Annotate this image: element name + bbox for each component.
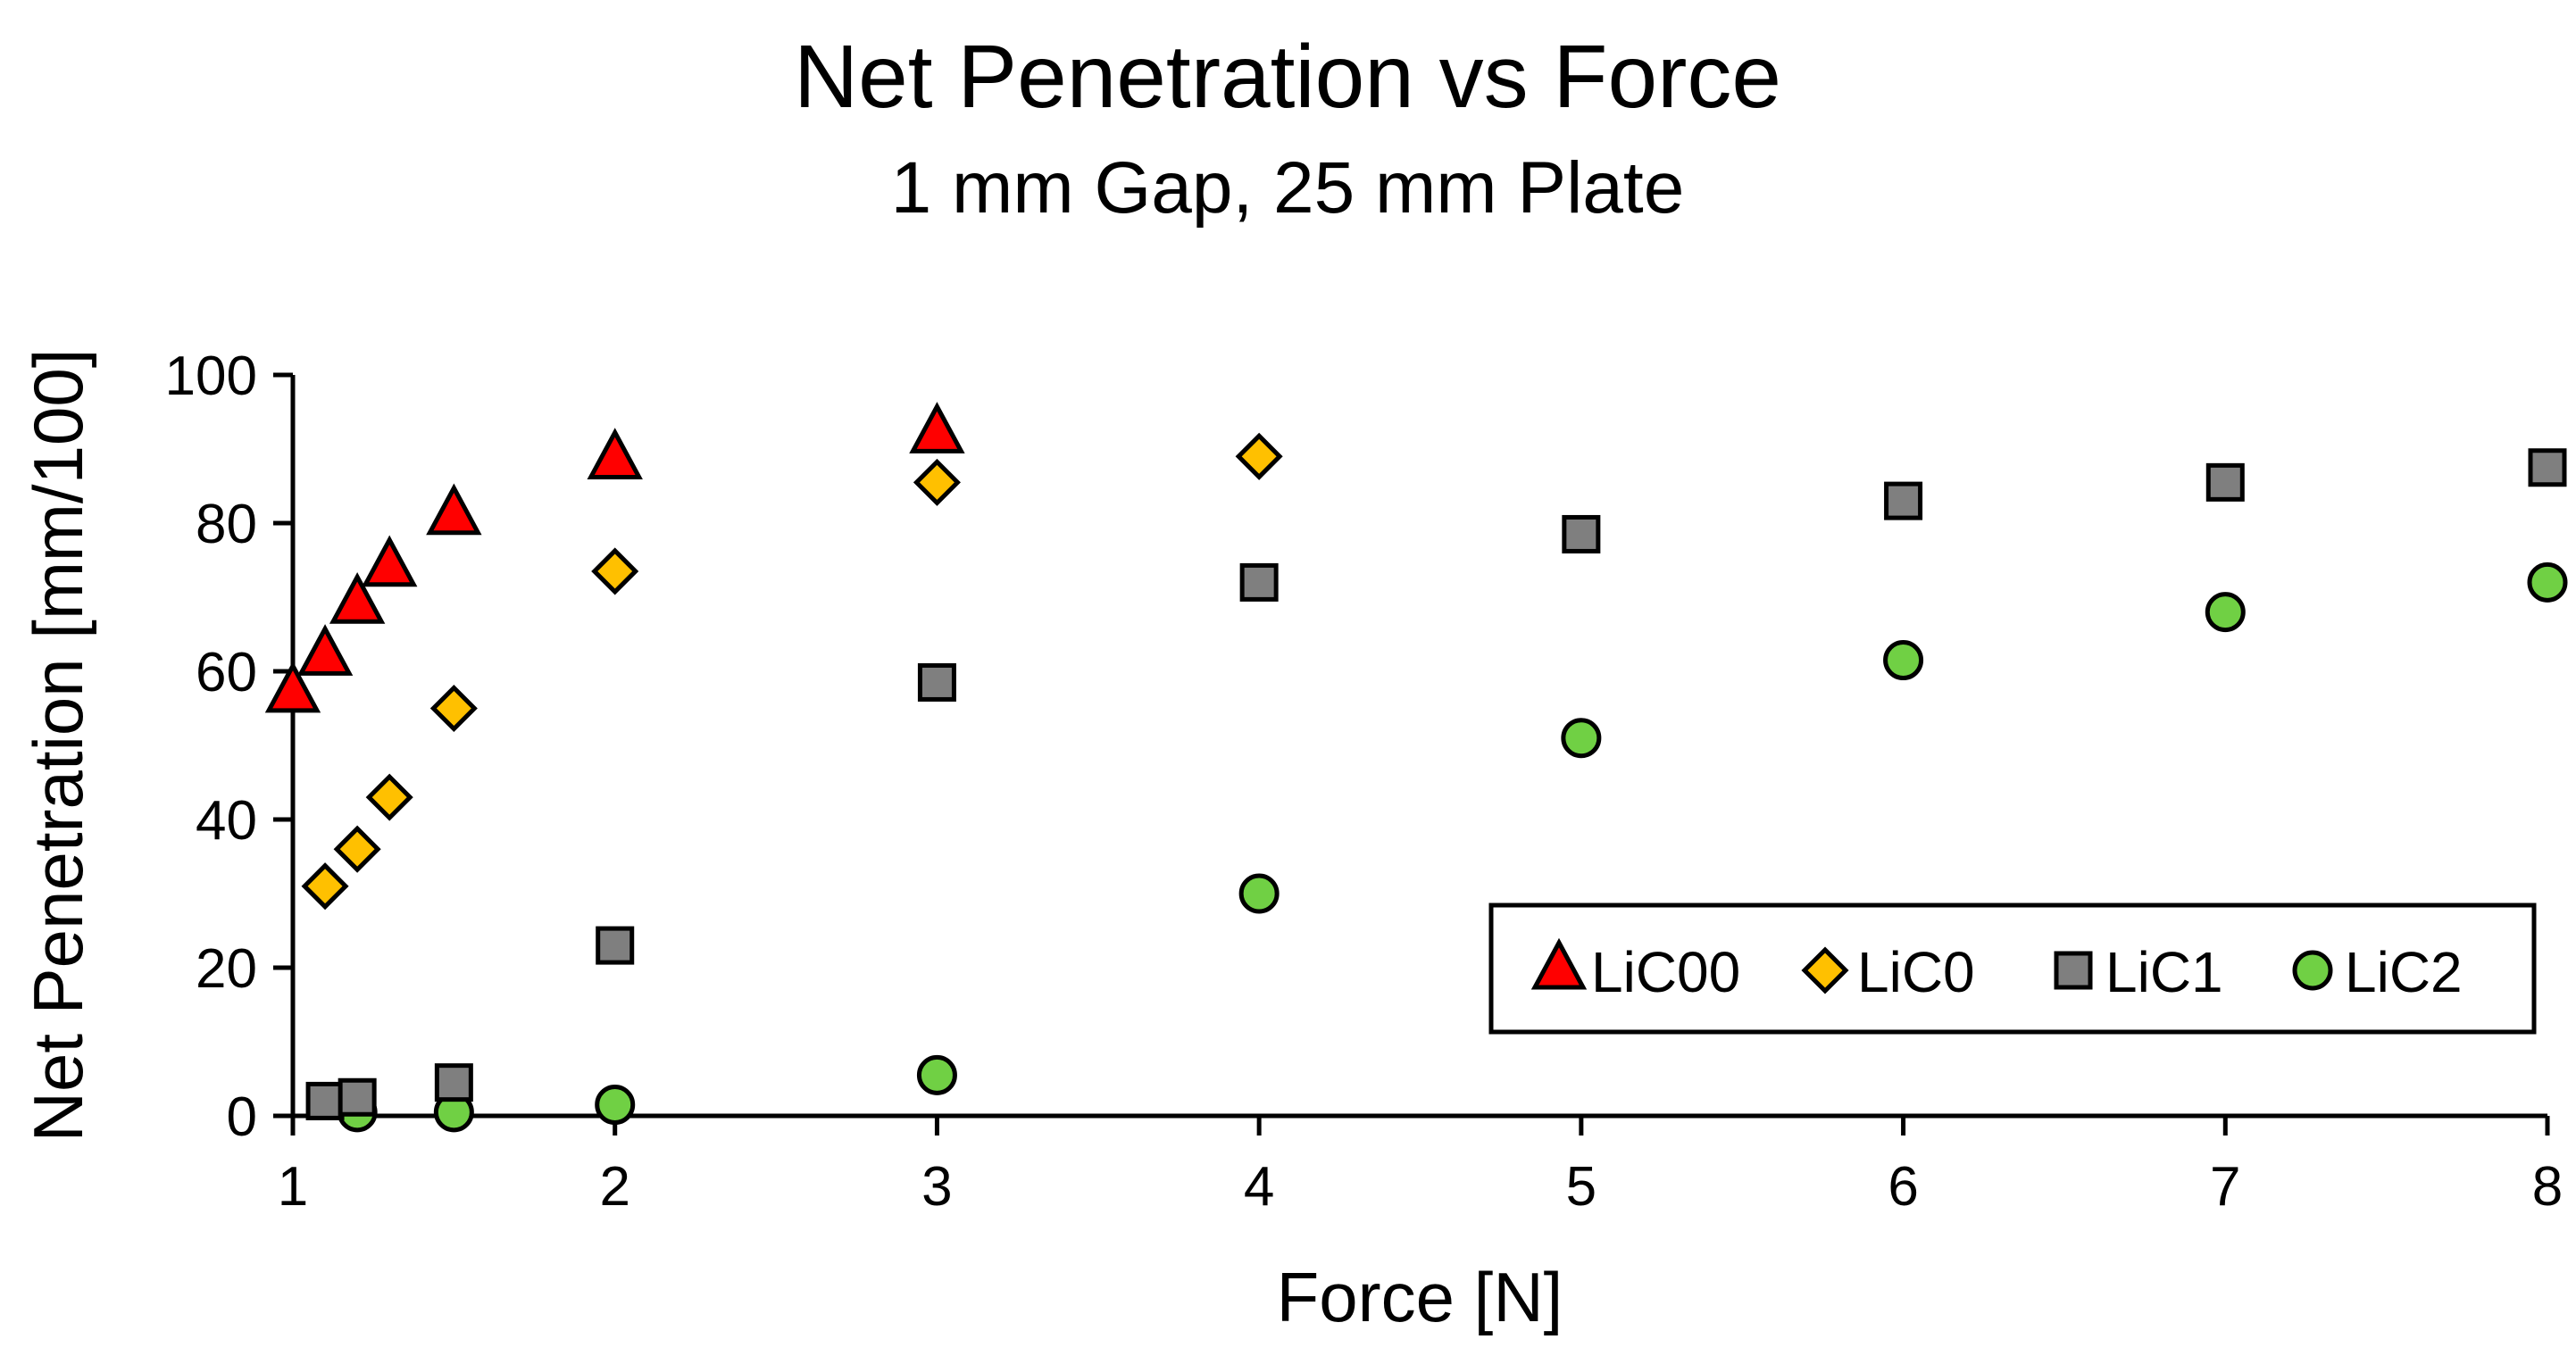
legend-label-lic1: LiC1	[2105, 940, 2223, 1004]
chart-subtitle: 1 mm Gap, 25 mm Plate	[891, 147, 1685, 229]
legend-marker-lic0	[1801, 946, 1849, 994]
x-tick-label: 5	[1566, 1156, 1596, 1218]
data-point-lic00	[329, 572, 386, 624]
data-point-lic1	[917, 662, 956, 702]
data-point-lic2	[1883, 640, 1924, 681]
data-point-lic1	[596, 926, 635, 965]
legend: LiC00 LiC0 LiC1 LiC2	[1488, 903, 2537, 1035]
y-tick-label: 80	[196, 494, 257, 555]
legend-marker-lic00	[1530, 937, 1588, 990]
ticks-layer: 0 20 40 60 80 100 1 2 3 4 5 6 7 8	[165, 345, 2563, 1218]
y-axis-label: Net Penetration [mm/100]	[19, 349, 97, 1143]
data-point-lic1	[1239, 562, 1279, 602]
legend-label-lic0: LiC0	[1857, 940, 1975, 1004]
legend-marker-lic2	[2292, 950, 2333, 991]
data-point-lic2	[2527, 562, 2568, 603]
y-tick-label: 20	[196, 938, 257, 1000]
x-tick-label: 7	[2210, 1156, 2240, 1218]
data-point-lic1	[1884, 481, 1923, 520]
data-point-lic1	[338, 1077, 377, 1117]
data-point-lic0	[429, 684, 478, 733]
data-point-lic2	[2205, 592, 2246, 633]
data-point-lic00	[587, 428, 643, 479]
y-tick-label: 0	[227, 1086, 257, 1148]
data-point-lic00	[362, 535, 418, 587]
data-point-lic1	[2528, 448, 2567, 487]
x-tick-label: 2	[599, 1156, 629, 1218]
x-tick-label: 3	[921, 1156, 952, 1218]
data-point-lic1	[1562, 514, 1601, 553]
data-point-lic00	[909, 402, 965, 453]
data-point-lic2	[916, 1054, 957, 1095]
data-point-lic0	[301, 862, 349, 911]
data-point-lic00	[264, 661, 321, 713]
data-point-lic0	[913, 458, 961, 506]
data-point-lic00	[296, 624, 354, 676]
points-layer	[264, 402, 2568, 1133]
legend-marker-lic1	[2054, 951, 2093, 990]
legend-box	[1488, 903, 2537, 1035]
data-point-lic1	[2205, 462, 2245, 502]
x-tick-label: 1	[278, 1156, 308, 1218]
legend-label-lic00: LiC00	[1591, 940, 1740, 1004]
y-tick-label: 100	[165, 345, 257, 407]
y-tick-label: 60	[196, 642, 257, 703]
data-point-lic0	[333, 825, 381, 873]
data-point-lic00	[426, 483, 482, 536]
y-tick-label: 40	[196, 790, 257, 852]
data-point-lic2	[1238, 873, 1280, 914]
data-point-lic1	[305, 1081, 345, 1120]
x-axis-label: Force [N]	[1277, 1258, 1563, 1336]
x-tick-label: 6	[1888, 1156, 1918, 1218]
legend-label-lic2: LiC2	[2345, 940, 2463, 1004]
data-point-lic0	[365, 773, 413, 821]
data-point-lic2	[595, 1085, 636, 1126]
data-point-lic0	[591, 547, 639, 595]
x-tick-label: 4	[1244, 1156, 1274, 1218]
x-tick-label: 8	[2532, 1156, 2563, 1218]
data-point-lic0	[1235, 432, 1283, 480]
data-point-lic2	[1561, 718, 1602, 759]
chart-title: Net Penetration vs Force	[794, 27, 1781, 127]
data-point-lic1	[434, 1063, 473, 1102]
